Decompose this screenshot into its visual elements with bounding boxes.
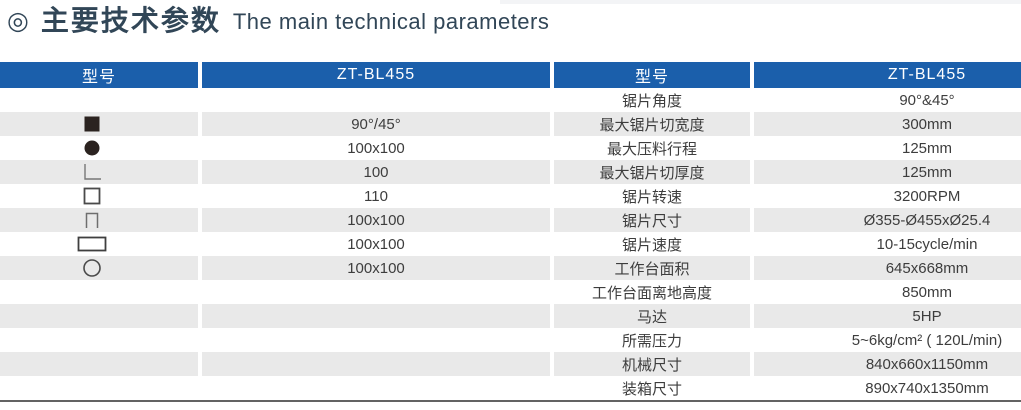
table-row-icon-cell	[0, 184, 198, 208]
header-model-value-right: ZT-BL455	[754, 62, 1021, 88]
table-row-left-value: 100x100	[202, 232, 550, 256]
table-row-spec-value: 645x668mm	[754, 256, 1021, 280]
table-row-icon-cell	[0, 376, 198, 400]
table-row-icon-cell	[0, 256, 198, 280]
table-row-icon-cell	[0, 280, 198, 304]
table-row-icon-cell	[0, 232, 198, 256]
table-row-spec-value: 125mm	[754, 160, 1021, 184]
top-edge-band	[500, 0, 1021, 4]
table-row-left-value: 100x100	[202, 208, 550, 232]
solid-square-icon	[81, 113, 103, 135]
table-row-left-value	[202, 376, 550, 400]
table-row-left-value	[202, 352, 550, 376]
header-model-value-left: ZT-BL455	[202, 62, 550, 88]
table-row-spec-value: 300mm	[754, 112, 1021, 136]
spec-table: 型号 ZT-BL455 型号 ZT-BL455 锯片角度 90°&45° 90°…	[0, 62, 1021, 400]
double-circle-bullet-icon: ◎	[7, 6, 29, 35]
table-row-icon-cell	[0, 160, 198, 184]
square-tube-icon	[81, 185, 103, 207]
table-row-spec-label: 最大压料行程	[554, 136, 750, 160]
angle-icon	[80, 161, 104, 183]
table-row-icon-cell	[0, 136, 198, 160]
solid-circle-icon	[81, 137, 103, 159]
round-tube-icon	[81, 257, 103, 279]
table-row-icon-cell	[0, 304, 198, 328]
channel-icon	[81, 209, 103, 231]
table-row-left-value	[202, 304, 550, 328]
page-title-english: The main technical parameters	[232, 8, 550, 34]
table-row-spec-label: 锯片角度	[554, 88, 750, 112]
table-row-spec-label: 最大锯片切厚度	[554, 160, 750, 184]
table-row-spec-value: Ø355-Ø455xØ25.4	[754, 208, 1021, 232]
rect-tube-icon	[76, 234, 108, 254]
table-row-left-value	[202, 88, 550, 112]
table-row-icon-cell	[0, 352, 198, 376]
table-row-spec-value: 3200RPM	[754, 184, 1021, 208]
table-row-spec-label: 所需压力	[554, 328, 750, 352]
table-row-left-value: 100x100	[202, 136, 550, 160]
table-row-spec-value: 125mm	[754, 136, 1021, 160]
table-row-spec-label: 工作台面积	[554, 256, 750, 280]
table-row-spec-value: 5HP	[754, 304, 1021, 328]
table-row-icon-cell	[0, 88, 198, 112]
table-row-spec-value: 840x660x1150mm	[754, 352, 1021, 376]
table-row-spec-label: 机械尺寸	[554, 352, 750, 376]
table-row-icon-cell	[0, 328, 198, 352]
table-row-spec-label: 锯片尺寸	[554, 208, 750, 232]
table-row-icon-cell	[0, 112, 198, 136]
table-row-spec-value: 890x740x1350mm	[754, 376, 1021, 400]
table-row-icon-cell	[0, 208, 198, 232]
table-row-left-value: 100x100	[202, 256, 550, 280]
table-row-spec-label: 工作台面离地高度	[554, 280, 750, 304]
table-row-left-value: 100	[202, 160, 550, 184]
header-model-right: 型号	[554, 62, 750, 88]
table-row-left-value: 90°/45°	[202, 112, 550, 136]
table-row-spec-label: 马达	[554, 304, 750, 328]
table-row-spec-value: 850mm	[754, 280, 1021, 304]
page-title: ◎ 主要技术参数 The main technical parameters	[7, 5, 550, 37]
table-row-left-value	[202, 280, 550, 304]
bottom-rule	[0, 400, 1021, 402]
table-row-spec-value: 10-15cycle/min	[754, 232, 1021, 256]
page-title-chinese: 主要技术参数	[40, 5, 221, 36]
table-row-spec-label: 装箱尺寸	[554, 376, 750, 400]
table-row-spec-label: 最大锯片切宽度	[554, 112, 750, 136]
table-row-left-value	[202, 328, 550, 352]
table-row-spec-label: 锯片转速	[554, 184, 750, 208]
header-model-left: 型号	[0, 62, 198, 88]
table-row-spec-value: 5~6kg/cm² ( 120L/min)	[754, 328, 1021, 352]
table-row-left-value: 110	[202, 184, 550, 208]
table-row-spec-label: 锯片速度	[554, 232, 750, 256]
table-row-spec-value: 90°&45°	[754, 88, 1021, 112]
